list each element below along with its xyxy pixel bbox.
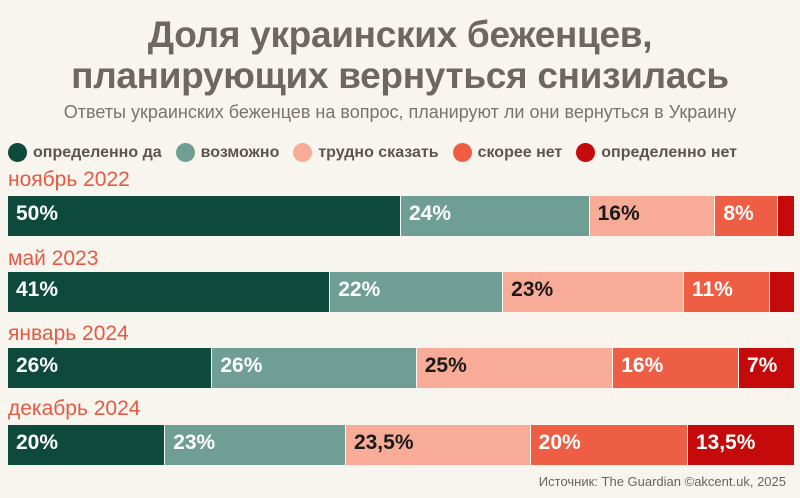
data-label: 24% [409,202,452,225]
legend-swatch [452,143,472,162]
chart-subtitle: Ответы украинских беженцев на вопрос, пл… [63,102,737,122]
bar-segment: 16% [613,348,739,388]
title-line-1: Доля украинских беженцев, [147,14,653,55]
data-label: 16% [621,354,664,377]
period-label: май 2023 [8,247,99,270]
stacked-bar: 50% 24% 16% 8% [8,196,794,236]
legend-label: определенно да [33,143,162,161]
data-label: 20% [16,431,59,454]
bar-segment: 23,5% [345,425,531,465]
data-label: 7% [746,354,778,377]
data-label: 13,5% [695,431,756,454]
data-label: 20% [538,431,581,454]
bar-segment: 16% [589,196,716,236]
title-line-2: планирующих вернуться снизилась [71,55,729,96]
bar-segment: 13,5% [687,425,794,465]
stacked-bar: 20% 23% 23,5% 20% 13,5% [8,425,794,465]
period-label: ноябрь 2022 [8,168,130,191]
period-label: январь 2024 [8,322,129,345]
bar-segment: 50% [8,196,401,236]
data-label: 23% [173,431,216,454]
legend-swatch [175,143,195,162]
legend-swatch [293,143,313,162]
bar-segment [770,272,794,312]
legend: определенно да возможно трудно сказать скор… [8,143,751,162]
chart-title: Доля украинских беженцев, планирующих ве… [0,14,800,96]
data-label: 11% [691,278,733,301]
bar-segment: 23% [165,425,346,465]
legend-label: скорее нет [477,143,563,161]
data-label: 16% [597,202,640,225]
data-label: 22% [338,278,381,301]
bar-segment: 26% [8,348,213,388]
bar-segment: 11% [683,272,771,312]
legend-item: возможно [175,143,280,162]
bar-segment: 7% [738,348,794,388]
data-label: 8% [723,202,754,225]
bar-segment: 41% [8,272,331,312]
bar-segment: 26% [212,348,417,388]
stacked-bar: 26% 26% 25% 16% 7% [8,348,794,388]
bar-segment: 8% [715,196,779,236]
data-label: 41% [16,278,59,301]
legend-label: возможно [200,143,280,161]
bar-segment: 24% [401,196,590,236]
data-label: 26% [220,354,263,377]
bar-segment: 22% [330,272,504,312]
legend-label: определенно нет [601,143,738,161]
period-label: декабрь 2024 [8,397,141,420]
data-label: 50% [16,202,59,225]
legend-item: трудно сказать [293,143,439,162]
legend-item: определенно да [8,143,162,162]
legend-label: трудно сказать [318,143,439,161]
data-label: 25% [424,354,467,377]
bar-segment [778,196,794,236]
bar-segment: 20% [530,425,688,465]
legend-swatch [8,143,27,162]
legend-item: определенно нет [576,143,737,162]
legend-swatch [576,143,596,162]
source-note: Источник: The Guardian ©akcent.uk, 2025 [538,474,786,489]
bar-segment: 20% [8,425,166,465]
legend-item: скорее нет [452,143,563,162]
stacked-bar: 41% 22% 23% 11% [8,272,794,312]
bar-segment: 23% [503,272,684,312]
data-label: 23,5% [353,431,414,454]
data-label: 26% [16,354,59,377]
bar-segment: 25% [416,348,614,388]
data-label: 23% [511,278,554,301]
